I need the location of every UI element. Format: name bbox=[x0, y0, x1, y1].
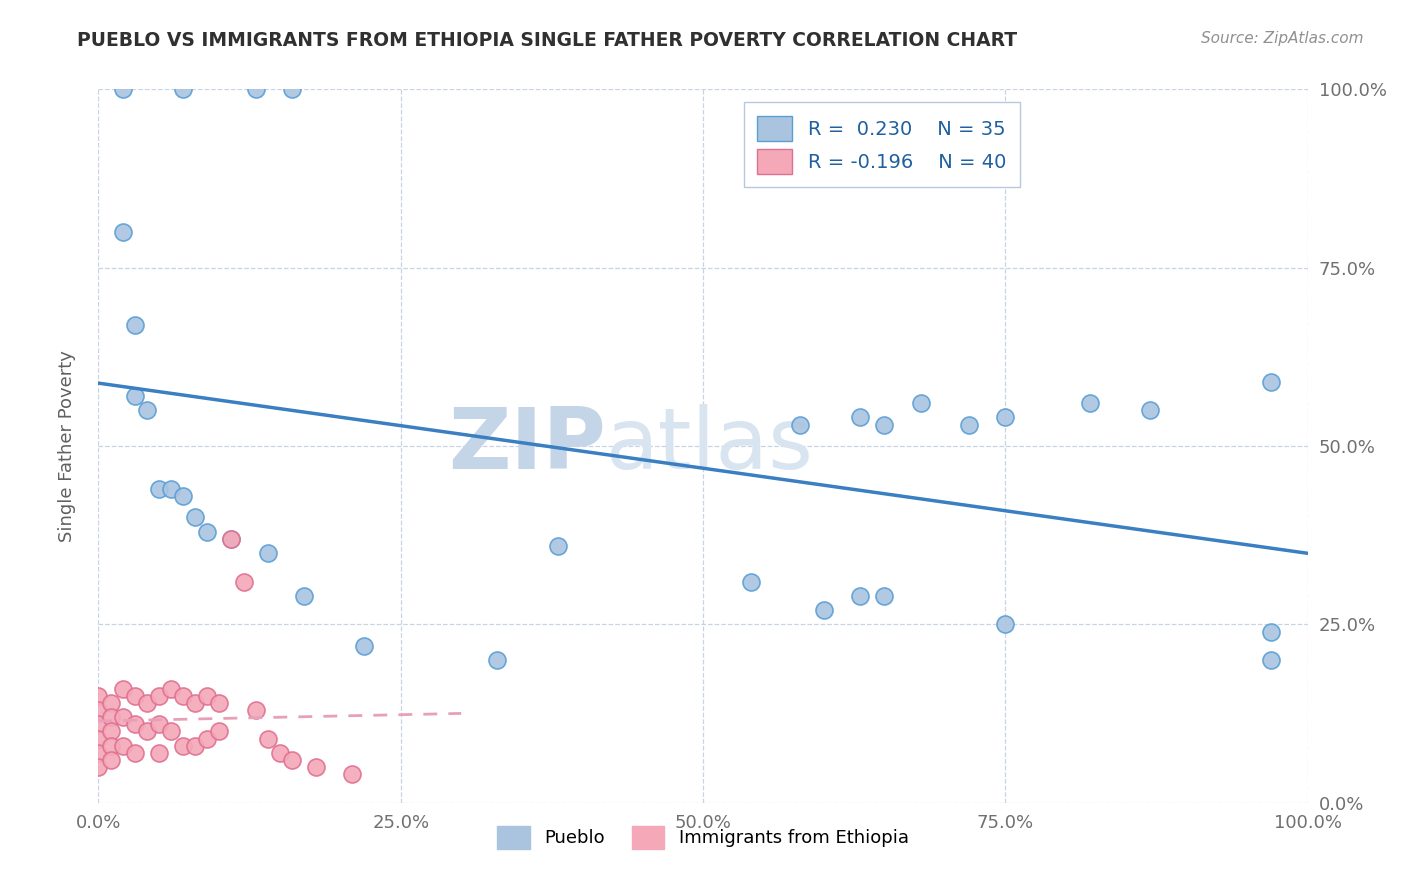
Point bbox=[87, 717, 110, 731]
Point bbox=[269, 746, 291, 760]
Point bbox=[740, 574, 762, 589]
Point bbox=[1139, 403, 1161, 417]
Point bbox=[195, 524, 218, 539]
Point bbox=[111, 710, 134, 724]
Point bbox=[172, 739, 194, 753]
Point bbox=[160, 724, 183, 739]
Point bbox=[1078, 396, 1101, 410]
Text: ZIP: ZIP bbox=[449, 404, 606, 488]
Point bbox=[124, 746, 146, 760]
Point bbox=[124, 689, 146, 703]
Y-axis label: Single Father Poverty: Single Father Poverty bbox=[58, 350, 76, 542]
Point bbox=[87, 703, 110, 717]
Text: PUEBLO VS IMMIGRANTS FROM ETHIOPIA SINGLE FATHER POVERTY CORRELATION CHART: PUEBLO VS IMMIGRANTS FROM ETHIOPIA SINGL… bbox=[77, 31, 1018, 50]
Point bbox=[256, 546, 278, 560]
Point bbox=[160, 482, 183, 496]
Point bbox=[111, 739, 134, 753]
Point bbox=[208, 696, 231, 710]
Point bbox=[148, 717, 170, 731]
Point bbox=[1260, 375, 1282, 389]
Point bbox=[994, 617, 1017, 632]
Point bbox=[245, 703, 267, 717]
Point bbox=[281, 82, 304, 96]
Point bbox=[256, 731, 278, 746]
Point bbox=[994, 410, 1017, 425]
Point bbox=[873, 589, 896, 603]
Point bbox=[957, 417, 980, 432]
Point bbox=[100, 724, 122, 739]
Point bbox=[849, 589, 872, 603]
Point bbox=[195, 731, 218, 746]
Point bbox=[208, 724, 231, 739]
Point bbox=[172, 82, 194, 96]
Point bbox=[111, 681, 134, 696]
Point bbox=[245, 82, 267, 96]
Point bbox=[100, 696, 122, 710]
Point bbox=[1260, 653, 1282, 667]
Point bbox=[148, 689, 170, 703]
Point bbox=[873, 417, 896, 432]
Point bbox=[87, 760, 110, 774]
Point bbox=[232, 574, 254, 589]
Legend: Pueblo, Immigrants from Ethiopia: Pueblo, Immigrants from Ethiopia bbox=[488, 817, 918, 858]
Point bbox=[172, 489, 194, 503]
Point bbox=[221, 532, 243, 546]
Point bbox=[184, 739, 207, 753]
Point bbox=[547, 539, 569, 553]
Point bbox=[87, 689, 110, 703]
Point bbox=[100, 739, 122, 753]
Point bbox=[87, 746, 110, 760]
Point bbox=[135, 403, 157, 417]
Point bbox=[342, 767, 364, 781]
Text: atlas: atlas bbox=[606, 404, 814, 488]
Point bbox=[100, 710, 122, 724]
Point bbox=[135, 696, 157, 710]
Point bbox=[184, 696, 207, 710]
Point bbox=[124, 717, 146, 731]
Point bbox=[135, 724, 157, 739]
Point bbox=[184, 510, 207, 524]
Point bbox=[281, 753, 304, 767]
Point bbox=[353, 639, 375, 653]
Point bbox=[124, 318, 146, 332]
Point bbox=[789, 417, 811, 432]
Point bbox=[849, 410, 872, 425]
Point bbox=[1260, 624, 1282, 639]
Point bbox=[195, 689, 218, 703]
Point bbox=[148, 482, 170, 496]
Point bbox=[160, 681, 183, 696]
Point bbox=[111, 225, 134, 239]
Point bbox=[87, 731, 110, 746]
Point bbox=[124, 389, 146, 403]
Point bbox=[910, 396, 932, 410]
Point bbox=[172, 689, 194, 703]
Point bbox=[292, 589, 315, 603]
Text: Source: ZipAtlas.com: Source: ZipAtlas.com bbox=[1201, 31, 1364, 46]
Point bbox=[111, 82, 134, 96]
Point bbox=[100, 753, 122, 767]
Point bbox=[221, 532, 243, 546]
Point bbox=[148, 746, 170, 760]
Point bbox=[486, 653, 509, 667]
Point bbox=[305, 760, 328, 774]
Point bbox=[813, 603, 835, 617]
